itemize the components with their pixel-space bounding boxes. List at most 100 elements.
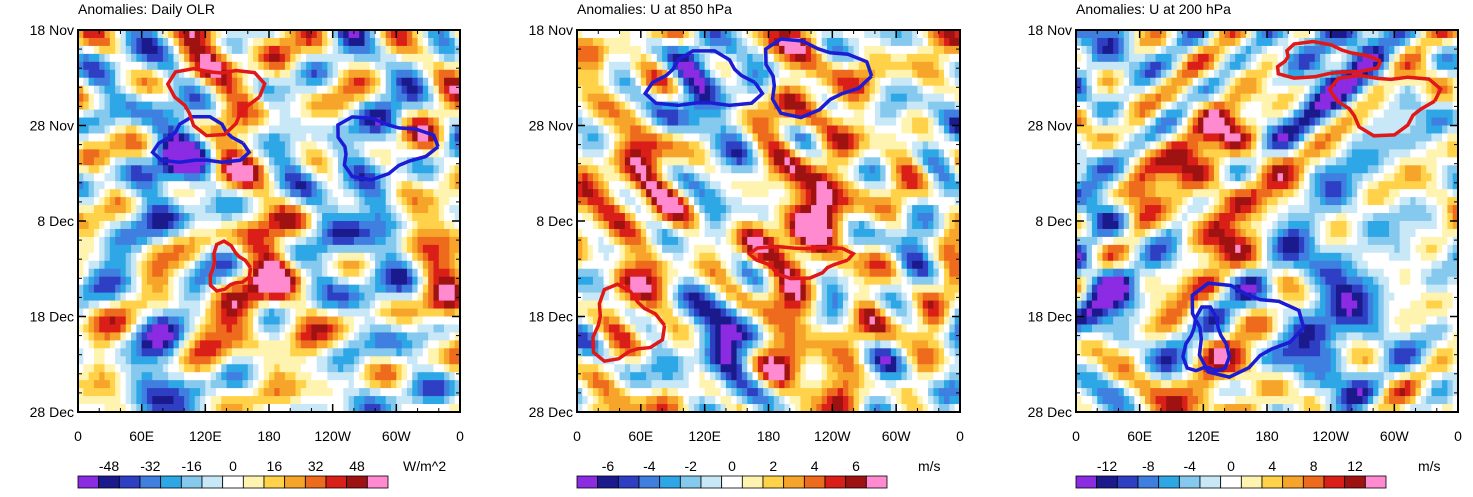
heatmap-cell	[215, 133, 222, 143]
heatmap-cell	[115, 340, 122, 349]
heatmap-cell	[938, 30, 945, 39]
heatmap-cell	[444, 221, 450, 230]
heatmap-cell	[747, 141, 754, 150]
heatmap-cell	[136, 85, 143, 95]
heatmap-cell	[375, 372, 382, 381]
heatmap-cell	[168, 316, 175, 326]
heatmap-cell	[269, 45, 275, 55]
heatmap-cell	[667, 77, 674, 87]
heatmap-cell	[444, 45, 450, 55]
heatmap-cell	[125, 372, 132, 381]
heatmap-cell	[337, 125, 344, 135]
heatmap-cell	[290, 300, 297, 310]
heatmap-cell	[805, 141, 812, 150]
heatmap-cell	[417, 69, 424, 79]
heatmap-cell	[678, 85, 684, 95]
heatmap-cell	[290, 284, 297, 294]
heatmap-cell	[428, 260, 435, 270]
heatmap-cell	[577, 77, 583, 87]
heatmap-cell	[215, 244, 222, 254]
heatmap-cell	[720, 37, 727, 47]
heatmap-cell	[295, 165, 302, 174]
heatmap-cell	[332, 356, 339, 365]
heatmap-cell	[327, 260, 334, 270]
heatmap-cell	[779, 141, 786, 150]
heatmap-cell	[284, 93, 291, 103]
heatmap-cell	[279, 181, 286, 190]
heatmap-cell	[938, 61, 945, 71]
heatmap-cell	[311, 364, 318, 373]
heatmap-cell	[78, 221, 84, 230]
heatmap-cell	[83, 324, 90, 334]
heatmap-cell	[322, 228, 328, 238]
heatmap-cell	[157, 117, 164, 127]
heatmap-cell	[709, 30, 716, 39]
heatmap-cell	[125, 228, 132, 238]
heatmap-cell	[869, 61, 876, 71]
heatmap-cell	[332, 93, 339, 103]
heatmap-cell	[125, 300, 132, 310]
heatmap-cell	[269, 372, 275, 381]
heatmap-cell	[375, 380, 382, 389]
heatmap-cell	[258, 141, 265, 150]
heatmap-cell	[614, 149, 621, 158]
heatmap-cell	[375, 93, 382, 103]
heatmap-cell	[300, 364, 307, 373]
heatmap-cell	[237, 228, 244, 238]
contour-positive	[165, 66, 267, 138]
heatmap-cell	[890, 77, 897, 87]
heatmap-cell	[757, 45, 764, 55]
heatmap-cell	[805, 125, 812, 135]
heatmap-cell	[720, 93, 727, 103]
heatmap-cell	[614, 85, 621, 95]
heatmap-cell	[194, 53, 201, 63]
heatmap-cell	[205, 45, 212, 55]
heatmap-cell	[343, 404, 350, 413]
heatmap-cell	[205, 181, 212, 190]
heatmap-cell	[353, 252, 360, 262]
heatmap-cell	[869, 85, 876, 95]
heatmap-cell	[210, 69, 217, 79]
heatmap-cell	[146, 388, 153, 397]
heatmap-cell	[816, 157, 823, 166]
heatmap-cell	[391, 332, 397, 341]
heatmap-cell	[422, 308, 429, 318]
heatmap-cell	[391, 85, 397, 95]
heatmap-cell	[99, 404, 106, 413]
heatmap-cell	[327, 133, 334, 143]
heatmap-cell	[136, 165, 143, 174]
heatmap-cell	[603, 30, 610, 39]
heatmap-cell	[306, 157, 313, 166]
heatmap-cell	[795, 101, 802, 111]
heatmap-cell	[279, 213, 286, 222]
heatmap-cell	[274, 205, 281, 214]
heatmap-cell	[624, 165, 631, 174]
heatmap-cell	[184, 30, 191, 39]
heatmap-cell	[316, 30, 323, 39]
heatmap-cell	[353, 93, 360, 103]
heatmap-cell	[890, 125, 897, 135]
heatmap-cell	[651, 85, 658, 95]
heatmap-cell	[651, 165, 658, 174]
heatmap-cell	[412, 189, 419, 198]
heatmap-cell	[131, 189, 137, 198]
heatmap-cell	[269, 292, 275, 302]
heatmap-cell	[438, 85, 445, 95]
heatmap-cell	[704, 69, 711, 79]
heatmap-cell	[279, 284, 286, 294]
heatmap-cell	[933, 149, 940, 158]
heatmap-cell	[364, 284, 371, 294]
heatmap-cell	[332, 213, 339, 222]
heatmap-cell	[640, 181, 647, 190]
heatmap-cell	[279, 404, 286, 413]
heatmap-cell	[131, 101, 137, 111]
heatmap-cell	[385, 284, 392, 294]
heatmap-cell	[391, 300, 397, 310]
heatmap-cell	[88, 213, 95, 222]
heatmap-cell	[93, 236, 100, 246]
heatmap-cell	[162, 396, 169, 405]
heatmap-cell	[115, 364, 122, 373]
heatmap-cell	[253, 388, 259, 397]
heatmap-cell	[231, 173, 238, 182]
heatmap-cell	[306, 77, 313, 87]
